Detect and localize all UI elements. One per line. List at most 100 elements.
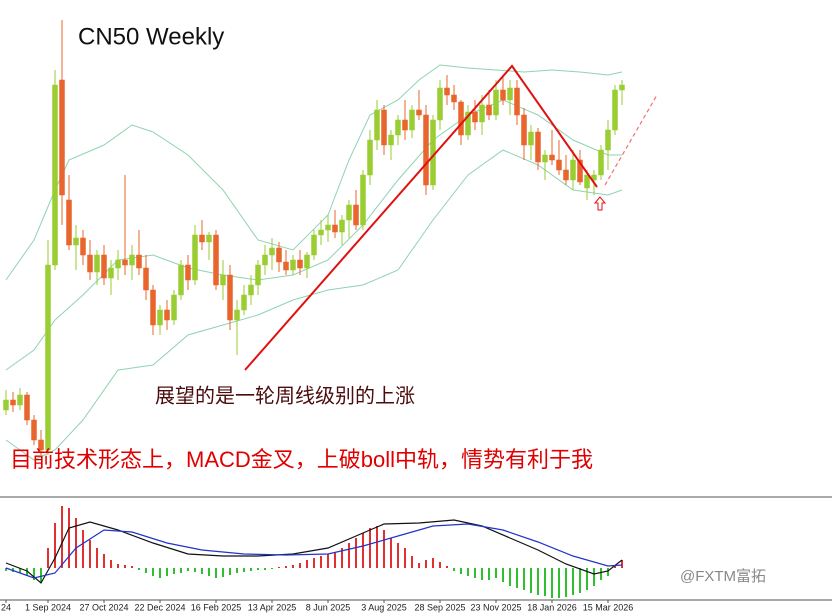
macd-histogram-bar [432,558,434,568]
candle-body [276,247,282,263]
candle-body [339,219,345,233]
candle-body [528,131,534,146]
candle-body [248,284,254,296]
candle-body [101,254,107,279]
macd-histogram-bar [558,568,560,598]
candle-body [94,254,100,273]
candle-body [465,111,471,136]
macd-histogram-bar [250,568,252,571]
candle-body [388,134,394,146]
macd-histogram-bar [495,568,497,578]
projection-line [604,94,658,186]
candle-body [129,254,135,266]
candle-body [521,114,527,146]
candle-body [325,224,331,231]
candle-body [472,111,478,123]
candle-body [143,267,149,291]
macd-histogram-bar [614,566,616,568]
price-panel [3,20,625,461]
macd-histogram-bar [292,565,294,568]
macd-histogram-bar [313,558,315,568]
macd-histogram-bar [572,568,574,595]
candle-body [542,154,548,163]
macd-histogram-bar [502,568,504,582]
candle-body [178,264,184,296]
macd-histogram-bar [355,538,357,568]
macd-histogram-bar [47,548,49,568]
macd-histogram-bar [474,568,476,578]
macd-histogram-bar [166,568,168,576]
candle-body [500,89,506,101]
candle-body [157,309,163,326]
macd-histogram-bar [439,562,441,568]
candle-body [220,274,226,286]
candle-body [115,259,121,269]
candle-body [31,419,37,441]
macd-histogram-bar [208,568,210,576]
macd-histogram-bar [103,554,105,568]
macd-histogram-bar [96,548,98,568]
macd-histogram-bar [271,568,273,569]
candle-body [584,174,590,189]
candle-body [416,109,422,116]
macd-histogram-bar [89,540,91,568]
candle-body [108,267,114,279]
macd-histogram-bar [187,568,189,571]
macd-histogram-bar [75,518,77,568]
macd-histogram-bar [453,568,455,571]
candle-body [570,159,576,181]
macd-histogram-bar [418,563,420,568]
candle-body [409,109,415,131]
candle-body [234,309,240,321]
candle-body [437,87,443,121]
candle-body [479,104,485,123]
candle-body [150,289,156,326]
x-tick-label: 3 Aug 2025 [361,602,407,612]
macd-histogram-bar [215,568,217,578]
macd-histogram-bar [40,568,42,582]
macd-histogram-bar [551,568,553,598]
candle-body [367,139,373,176]
macd-histogram-bar [145,568,147,573]
macd-histogram-bar [460,568,462,574]
candle-body [80,237,86,256]
candle-body [507,87,513,101]
macd-histogram-bar [425,560,427,568]
macd-histogram-bar [299,563,301,568]
candle-body [213,234,219,286]
candle-body [332,224,338,233]
candle-body [311,234,317,256]
macd-histogram-bar [390,538,392,568]
candle-body [458,101,464,136]
macd-histogram-bar [159,568,161,578]
x-tick-label: 8 Jun 2025 [306,602,351,612]
candle-body [10,399,16,406]
candle-body [17,394,23,406]
macd-histogram-bar [530,568,532,593]
macd-histogram-bar [481,568,483,580]
bollinger-band [5,64,623,281]
candle-body [255,264,261,286]
candle-body [563,169,569,181]
macd-histogram-bar [180,568,182,573]
candle-body [374,109,380,141]
candle-body [3,399,9,411]
x-tick-label: 28 Sep 2025 [414,602,465,612]
macd-panel [5,506,623,598]
macd-histogram-bar [236,568,238,573]
x-tick-label: 13 Apr 2025 [248,602,297,612]
candle-body [423,114,429,186]
macd-histogram-bar [600,568,602,580]
annotation: 目前技术形态上，MACD金叉，上破boll中轨，情势有利于我 [10,447,593,472]
candle-body [381,109,387,146]
macd-histogram-bar [348,543,350,568]
watermark: @FXTM富拓 [680,567,766,585]
candle-body [353,204,359,226]
candle-body [262,254,268,266]
macd-histogram-bar [173,568,175,574]
chart-title: CN50 Weekly [78,23,224,50]
candle-body [269,247,275,256]
macd-histogram-bar [362,533,364,568]
macd-histogram-bar [19,568,21,573]
